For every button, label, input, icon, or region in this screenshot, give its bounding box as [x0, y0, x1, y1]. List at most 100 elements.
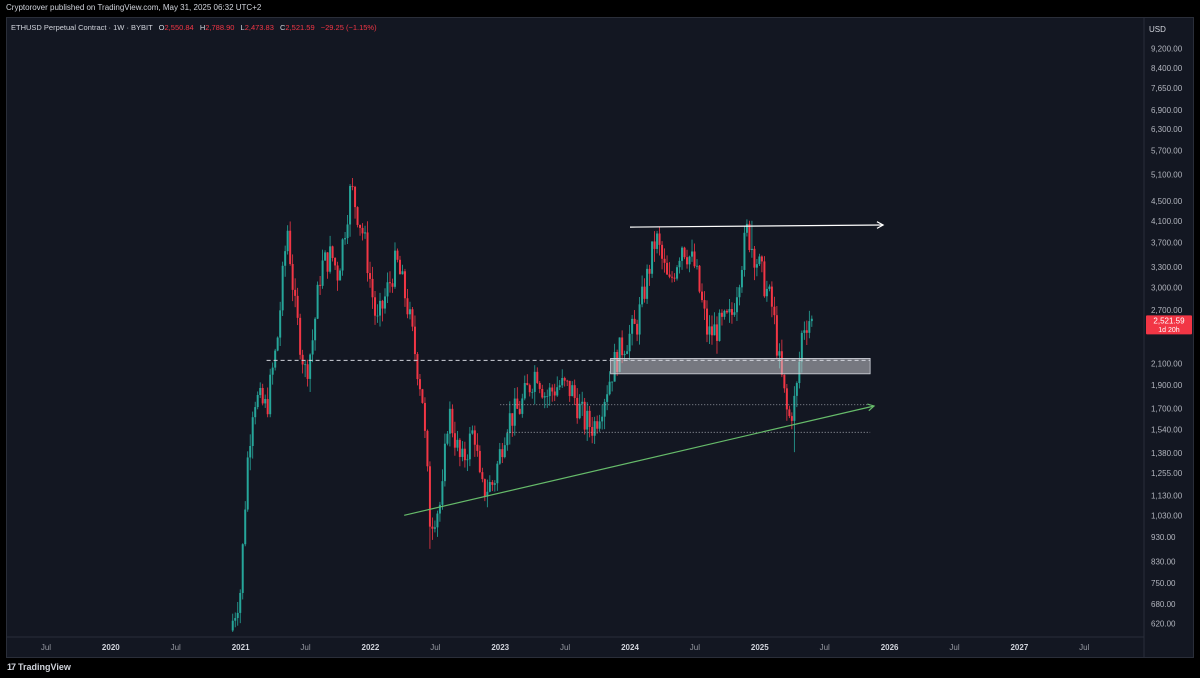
candle: [571, 381, 574, 397]
candle: [765, 280, 768, 302]
candle: [541, 384, 544, 399]
candle: [506, 429, 509, 451]
candle: [723, 309, 726, 320]
price-tick-label: 7,650.00: [1151, 84, 1183, 93]
candle: [463, 441, 466, 468]
price-tick-label: 680.00: [1151, 600, 1176, 609]
currency-label[interactable]: USD: [1149, 25, 1166, 34]
candle: [374, 291, 377, 325]
candle: [438, 501, 441, 522]
candle: [738, 284, 741, 306]
candle: [681, 246, 684, 270]
candle: [296, 287, 299, 326]
time-tick-label: 2024: [621, 643, 639, 652]
candle: [668, 262, 671, 279]
candle: [401, 264, 404, 275]
candle: [446, 430, 449, 446]
time-tick-label: 2022: [362, 643, 380, 652]
candle: [321, 249, 324, 289]
price-tick-label: 6,900.00: [1151, 106, 1183, 115]
price-tick-label: 1,030.00: [1151, 511, 1183, 520]
candle: [244, 501, 247, 547]
candle: [648, 264, 651, 286]
price-tick-label: 8,400.00: [1151, 64, 1183, 73]
candle: [406, 288, 409, 319]
candle: [633, 310, 636, 325]
candle: [693, 243, 696, 269]
candle: [768, 284, 771, 292]
candle: [683, 246, 686, 260]
price-tick-label: 930.00: [1151, 533, 1176, 542]
price-tick-label: 1,380.00: [1151, 449, 1183, 458]
candle: [264, 394, 267, 408]
symbol-name[interactable]: ETHUSD Perpetual Contract · 1W · BYBIT: [11, 23, 153, 32]
candle: [770, 281, 773, 318]
time-tick-label: 2023: [491, 643, 509, 652]
candle: [521, 393, 524, 418]
candle: [653, 231, 656, 262]
time-tick-label: Jul: [171, 643, 181, 652]
change-value: −29.25 (−1.15%): [320, 23, 377, 32]
candle: [433, 520, 436, 533]
candle: [339, 268, 342, 281]
price-tick-label: 6,300.00: [1151, 125, 1183, 134]
candle: [269, 368, 272, 418]
candle: [643, 278, 646, 303]
candle: [551, 384, 554, 402]
price-tick-label: 4,100.00: [1151, 217, 1183, 226]
price-tick-label: 1,540.00: [1151, 426, 1183, 435]
candle: [588, 405, 591, 438]
time-tick-label: Jul: [430, 643, 440, 652]
price-tick-label: 4,500.00: [1151, 197, 1183, 206]
candle: [696, 259, 699, 270]
time-axis: Jul 2020 Jul 2021 Jul 2022 Jul 2023 Jul 2024 Jul 20…: [41, 643, 1090, 652]
resistance-arrow-line[interactable]: [630, 221, 885, 229]
price-chart[interactable]: USD 9,200.00 8,400.00 7,650.00 6,900.00 6,30…: [7, 18, 1193, 657]
candle: [431, 517, 434, 540]
candle: [473, 425, 476, 457]
candle: [393, 242, 396, 289]
candle: [304, 360, 307, 378]
price-tick-label: 9,200.00: [1151, 45, 1183, 54]
high-label: H: [199, 23, 206, 32]
price-tick-label: 1,700.00: [1151, 404, 1183, 413]
candle: [289, 221, 292, 266]
candle: [326, 252, 329, 279]
time-tick-label: Jul: [949, 643, 959, 652]
candle: [573, 379, 576, 406]
candle: [443, 433, 446, 487]
high-value: 2,788.90: [205, 23, 235, 32]
candle: [581, 391, 584, 416]
price-tick-label: 5,700.00: [1151, 147, 1183, 156]
candle: [603, 398, 606, 430]
candle: [246, 451, 249, 512]
time-tick-label: Jul: [690, 643, 700, 652]
candle: [561, 369, 564, 388]
time-tick-label: Jul: [1079, 643, 1089, 652]
candle: [601, 404, 604, 430]
candle: [281, 261, 284, 317]
support-zone-box[interactable]: [610, 358, 871, 375]
candle: [658, 226, 661, 256]
candle: [611, 381, 614, 392]
bar-countdown-label: 1d 20h: [1158, 327, 1180, 334]
candle: [795, 381, 798, 408]
candle: [361, 223, 364, 241]
price-tick-label: 2,100.00: [1151, 359, 1183, 368]
candle: [755, 259, 758, 277]
candle: [324, 250, 327, 261]
support-trendline-arrow[interactable]: [404, 403, 876, 516]
candle: [576, 388, 579, 424]
candle: [703, 291, 706, 321]
candle: [735, 287, 738, 321]
candle: [284, 245, 287, 277]
candle: [336, 261, 339, 291]
price-tick-label: 3,700.00: [1151, 239, 1183, 248]
candle: [628, 324, 631, 361]
candle: [788, 405, 791, 419]
candle: [508, 401, 511, 445]
candle: [468, 426, 471, 467]
candle: [356, 206, 359, 228]
chart-panel[interactable]: ETHUSD Perpetual Contract · 1W · BYBIT O…: [6, 17, 1194, 658]
candle: [526, 374, 529, 386]
